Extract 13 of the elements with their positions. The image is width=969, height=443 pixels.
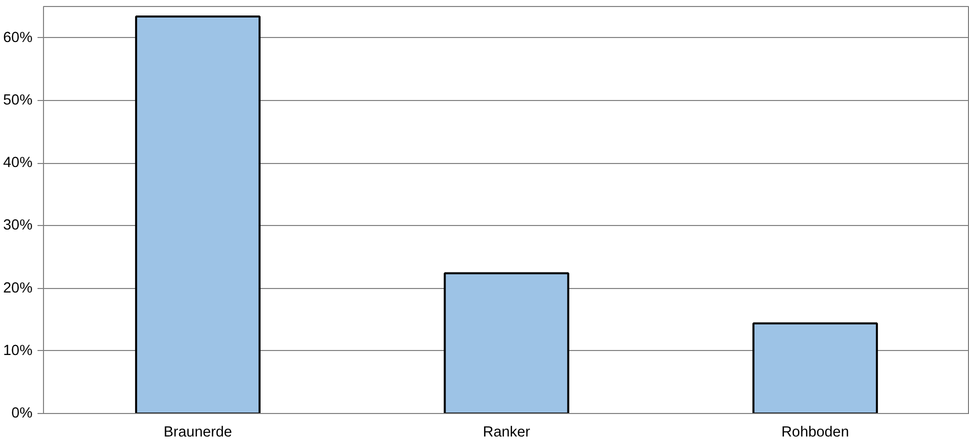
x-tick-label: Rohboden bbox=[781, 424, 849, 440]
y-tick-label: 10% bbox=[3, 342, 33, 359]
y-tick-label: 60% bbox=[3, 30, 33, 46]
y-tick-label: 20% bbox=[3, 280, 33, 296]
y-tick-label: 30% bbox=[3, 218, 33, 234]
x-tick-label: Ranker bbox=[482, 424, 530, 440]
bar bbox=[135, 16, 261, 414]
y-tick-label: 50% bbox=[3, 92, 33, 108]
y-tick-label: 0% bbox=[11, 406, 33, 422]
x-tick-label: Braunerde bbox=[164, 424, 232, 440]
bar bbox=[752, 322, 878, 414]
y-tick-label: 40% bbox=[3, 155, 33, 172]
bar bbox=[444, 272, 570, 414]
